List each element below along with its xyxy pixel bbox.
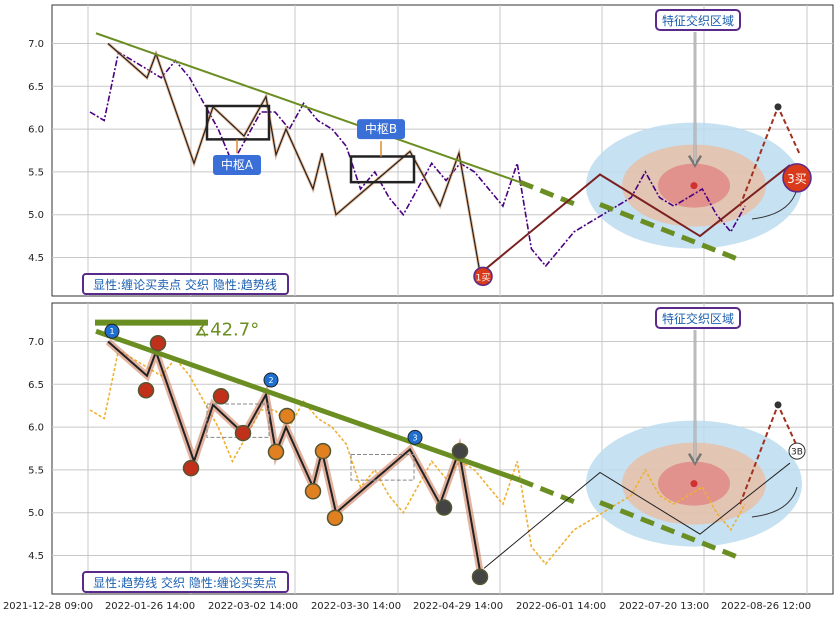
x-tick-label: 2022-04-29 14:00 — [413, 601, 503, 612]
trend-point-label: 2 — [268, 376, 273, 385]
signal-marker — [304, 483, 322, 500]
caption-text: 显性:趋势线 交织 隐性:缠论买卖点 — [93, 575, 277, 590]
x-tick-label: 2022-07-20 13:00 — [619, 601, 709, 612]
zigzag-line — [107, 43, 481, 274]
pivot-box-b — [350, 453, 415, 481]
signal-marker — [149, 334, 167, 352]
zone-center — [690, 182, 698, 190]
trend-point — [263, 372, 279, 388]
trend-point — [407, 429, 423, 445]
trend-line — [95, 32, 521, 184]
trend-point — [104, 323, 120, 339]
zone-label: 特征交织区域 — [662, 311, 734, 326]
signal-marker — [278, 407, 296, 425]
point-3b-label: 3B — [791, 448, 803, 458]
trend-point-label: 1 — [109, 327, 114, 336]
caption-box — [82, 273, 289, 295]
y-tick-label: 6.0 — [28, 125, 44, 136]
zone-center — [690, 480, 698, 488]
price-line — [89, 348, 746, 566]
zone-label-box — [655, 307, 741, 329]
caption-text: 显性:缠论买卖点 交织 隐性:趋势线 — [93, 277, 277, 292]
trend-point-label: 3 — [412, 433, 417, 442]
signal-marker — [451, 442, 469, 460]
pivot-label-a-box — [213, 155, 261, 176]
signal-marker — [314, 442, 332, 460]
channel-line — [483, 164, 791, 272]
caption-box — [82, 571, 289, 593]
y-tick-label: 6.5 — [28, 82, 44, 93]
signal-marker — [234, 424, 252, 442]
trend-line-extension — [519, 179, 581, 209]
zigzag-line — [107, 340, 481, 572]
buy-label-1: 1买 — [476, 272, 491, 283]
y-tick-label: 6.0 — [28, 423, 44, 434]
x-tick-label: 2022-01-26 14:00 — [105, 601, 195, 612]
y-tick-label: 4.5 — [28, 253, 44, 264]
channel-line — [483, 462, 791, 569]
y-tick-label: 7.0 — [28, 39, 44, 50]
y-tick-label: 4.5 — [28, 551, 44, 562]
zone-label: 特征交织区域 — [662, 13, 734, 28]
zone-label-box — [655, 9, 741, 31]
x-tick-label: 2022-03-30 14:00 — [311, 601, 401, 612]
x-tick-label: 2022-03-02 14:00 — [208, 601, 298, 612]
buy-marker-1 — [473, 266, 493, 287]
angle-label: ∡42.7° — [194, 320, 259, 341]
x-tick-label: 2022-08-26 12:00 — [721, 601, 811, 612]
x-tick-label: 2022-06-01 14:00 — [516, 601, 606, 612]
trend-line-lower — [599, 500, 739, 560]
pivot-label-a: 中枢A — [221, 157, 254, 172]
buy-marker-3 — [782, 163, 812, 193]
y-tick-label: 7.0 — [28, 337, 44, 348]
projection-peak — [774, 103, 782, 111]
y-tick-label: 5.0 — [28, 210, 44, 221]
pivot-box-a — [205, 104, 271, 141]
pivot-label-b: 中枢B — [365, 121, 397, 136]
x-tick-label: 2021-12-28 09:00 — [3, 601, 93, 612]
projection-peak — [774, 401, 782, 409]
projection-arc — [751, 188, 798, 220]
pivot-box-b — [349, 155, 416, 184]
signal-marker — [471, 568, 489, 586]
signal-marker — [212, 388, 230, 405]
trend-line-lower — [599, 202, 739, 262]
projection-arc — [751, 486, 798, 518]
buy-label-3: 3买 — [787, 172, 807, 186]
y-tick-label: 5.5 — [28, 465, 44, 476]
y-tick-label: 5.5 — [28, 167, 44, 178]
y-tick-label: 5.0 — [28, 508, 44, 519]
point-3b — [788, 442, 806, 460]
signal-marker — [182, 459, 200, 477]
signal-marker — [137, 382, 155, 399]
pivot-label-b-box — [357, 119, 405, 140]
signal-marker — [435, 499, 453, 516]
trend-line — [95, 328, 521, 483]
trend-line-extension — [519, 477, 581, 507]
signal-marker — [326, 509, 344, 527]
signal-marker — [267, 443, 285, 461]
price-line — [89, 50, 746, 268]
y-tick-label: 6.5 — [28, 380, 44, 391]
